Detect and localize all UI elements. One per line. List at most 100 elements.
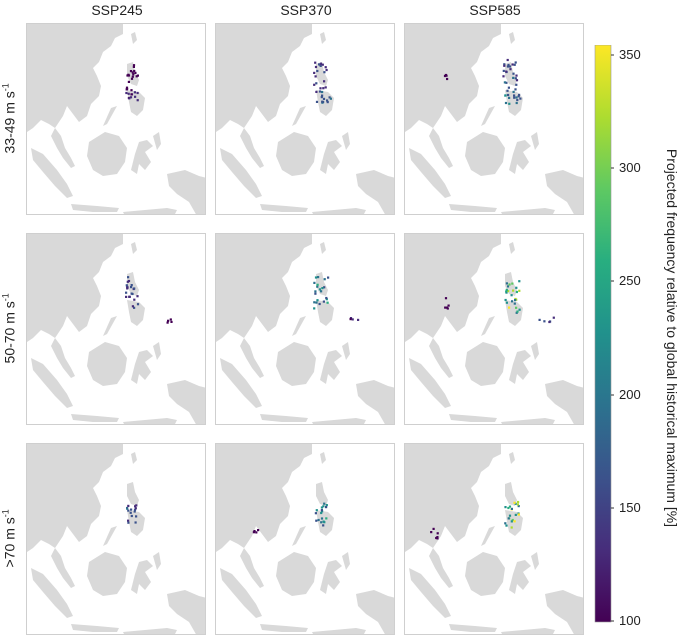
colorbar-tick-300: 300 [619, 160, 641, 175]
frequency-cell [519, 97, 522, 100]
frequency-cell [512, 76, 515, 79]
landmass [356, 590, 394, 634]
frequency-cell [432, 527, 435, 530]
landmass [87, 132, 127, 176]
landmass [292, 106, 306, 126]
frequency-cell [508, 505, 512, 508]
frequency-cell [321, 94, 324, 97]
frequency-cell [314, 75, 317, 78]
colorbar-tick-100: 100 [619, 613, 641, 628]
frequency-cell [253, 530, 256, 533]
landmass [405, 24, 501, 132]
frequency-cell [517, 513, 520, 516]
frequency-cell [319, 87, 322, 90]
frequency-cell [507, 63, 510, 67]
frequency-cell [505, 524, 508, 527]
frequency-cell [513, 94, 516, 97]
landmass [131, 350, 153, 384]
frequency-cell [318, 90, 322, 93]
frequency-cell [515, 286, 518, 289]
frequency-cell [513, 63, 516, 66]
frequency-cell [130, 89, 133, 92]
frequency-cell [127, 509, 130, 512]
landmass [260, 204, 308, 212]
frequency-cell [323, 502, 326, 505]
frequency-cell [508, 306, 511, 309]
map-panel-r1-ssp370 [215, 23, 395, 215]
frequency-cell [515, 311, 518, 314]
frequency-cell [125, 295, 128, 298]
frequency-cell [510, 520, 513, 523]
frequency-cell [504, 506, 507, 509]
frequency-cell [505, 70, 508, 73]
frequency-cell [320, 521, 323, 524]
frequency-cell [443, 74, 447, 78]
landmass [356, 170, 394, 214]
frequency-cell [506, 58, 509, 62]
frequency-cell [445, 74, 448, 77]
landmass [312, 628, 366, 634]
landmass [276, 342, 316, 386]
landmass [405, 234, 501, 342]
frequency-cell [127, 80, 130, 83]
frequency-cell [127, 276, 130, 279]
frequency-cell [316, 299, 319, 302]
frequency-cell [324, 66, 327, 69]
frequency-cell [516, 503, 519, 506]
column-title-ssp370: SSP370 [280, 2, 332, 18]
row-label-gt70: >70 m s-1 [0, 509, 18, 568]
landmass [51, 548, 75, 588]
frequency-cell [136, 74, 139, 77]
frequency-cell [129, 511, 132, 514]
frequency-cell [517, 505, 520, 508]
frequency-cell [515, 290, 518, 294]
frequency-cell [507, 517, 510, 520]
frequency-cell [518, 280, 521, 283]
frequency-cell [136, 303, 140, 306]
landmass [320, 242, 326, 254]
landmass [481, 526, 495, 546]
frequency-cell [513, 520, 516, 523]
frequency-cell [325, 298, 328, 301]
frequency-cell [130, 284, 133, 287]
frequency-cell [170, 320, 173, 323]
landmass [509, 350, 531, 384]
frequency-cell [505, 291, 508, 294]
colorbar-tick-350: 350 [619, 47, 641, 62]
frequency-cell [315, 519, 318, 522]
frequency-cell [512, 289, 515, 292]
frequency-cell [518, 93, 521, 96]
map-panel-r2-ssp245 [26, 233, 206, 425]
frequency-cell [516, 98, 519, 102]
frequency-cell [314, 292, 317, 295]
frequency-cell [507, 506, 510, 510]
frequency-cell [506, 65, 509, 68]
landmass [429, 338, 453, 378]
frequency-cell [128, 97, 131, 100]
frequency-cell [134, 95, 137, 98]
frequency-cell [511, 63, 514, 66]
frequency-cell [514, 502, 517, 505]
frequency-cell [511, 282, 514, 285]
landmass [545, 590, 583, 634]
landmass [509, 242, 515, 254]
landmass [87, 342, 127, 386]
landmass [409, 148, 451, 198]
landmass [312, 208, 366, 214]
frequency-cell [316, 283, 319, 286]
frequency-cell [130, 292, 133, 295]
landmass [216, 234, 312, 342]
frequency-cell [447, 304, 450, 307]
landmass [103, 316, 117, 336]
frequency-cell [511, 518, 514, 522]
frequency-cell [508, 96, 511, 99]
landmass [429, 548, 453, 588]
frequency-cell [512, 72, 515, 75]
landmass [465, 132, 505, 176]
landmass [545, 170, 583, 214]
landmass [71, 624, 119, 632]
frequency-cell [505, 81, 508, 84]
landmass [31, 568, 73, 618]
frequency-cell [135, 75, 138, 78]
frequency-cell [315, 509, 318, 512]
